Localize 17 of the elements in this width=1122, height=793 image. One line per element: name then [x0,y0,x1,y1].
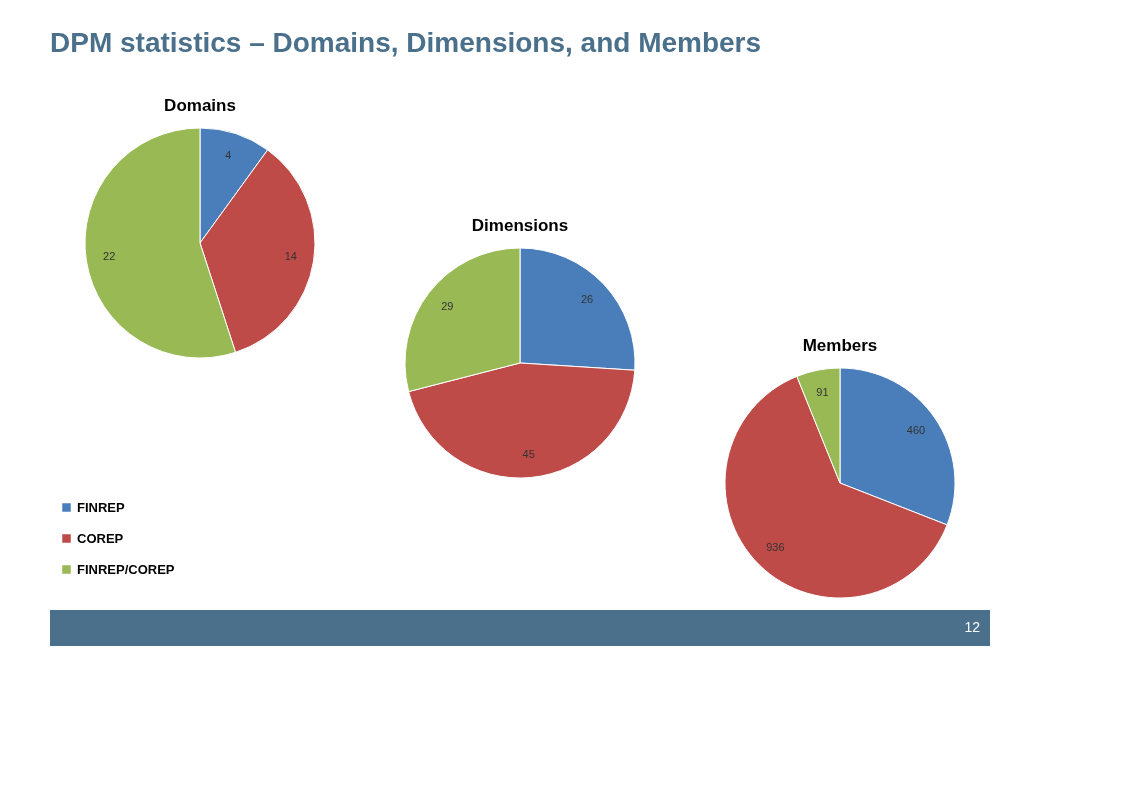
data-label: 26 [580,293,594,306]
legend-label: COREP [77,530,124,546]
chart-title: Domains [164,96,236,115]
data-label: 936 [766,541,785,554]
legend-label: FINREP [77,499,125,515]
data-label: 460 [906,424,926,437]
data-label: 45 [522,447,535,460]
chart-title: Members [802,336,878,355]
data-label: 22 [103,250,116,263]
data-label: 91 [816,385,829,398]
data-label: 14 [284,250,297,263]
text: DPM statistics – Domains, Dimensions, and Members [50,27,762,58]
chart-title: Dimensions [471,216,569,235]
text: 12 [964,619,981,635]
data-label: 29 [441,299,454,312]
legend-label: FINREP/COREP [77,561,175,577]
data-label: 4 [225,148,232,161]
